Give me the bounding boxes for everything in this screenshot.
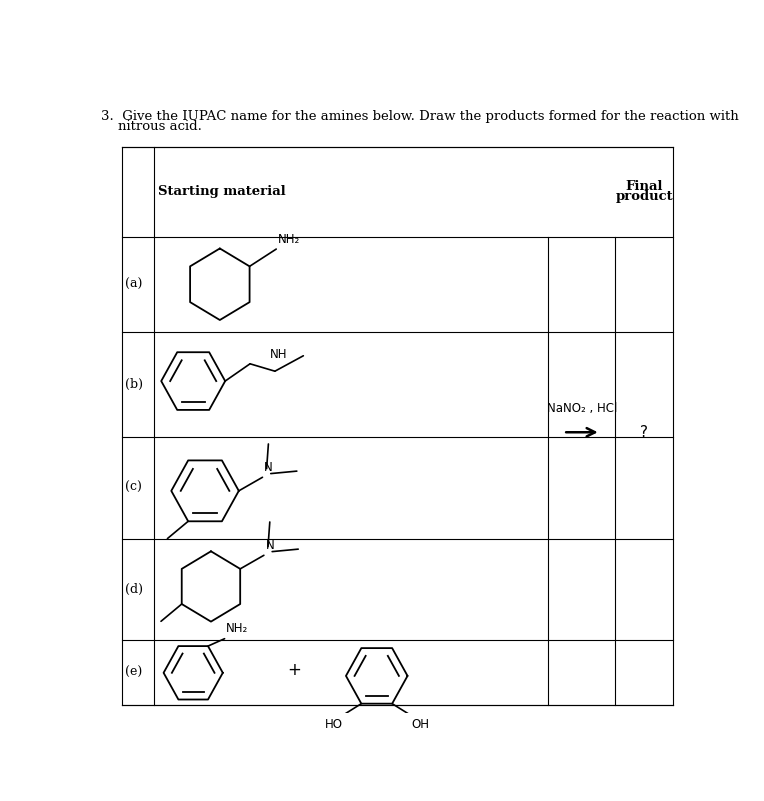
Text: (a): (a) (125, 278, 142, 291)
Text: (b): (b) (125, 377, 143, 391)
Text: NH: NH (270, 348, 288, 361)
Text: N: N (266, 538, 274, 552)
Text: (e): (e) (125, 666, 142, 679)
Text: HO: HO (325, 718, 342, 731)
Text: (c): (c) (125, 481, 142, 494)
Text: nitrous acid.: nitrous acid. (102, 119, 202, 132)
Text: ?: ? (640, 425, 648, 440)
Text: NaNO₂ , HCl: NaNO₂ , HCl (547, 402, 617, 415)
Text: NH₂: NH₂ (226, 622, 248, 635)
Text: product: product (615, 190, 673, 203)
Text: Starting material: Starting material (158, 185, 286, 198)
Text: +: + (287, 661, 301, 678)
Text: N: N (264, 461, 273, 473)
Text: (d): (d) (125, 583, 143, 596)
Text: NH₂: NH₂ (278, 233, 300, 246)
Text: Final: Final (625, 180, 663, 193)
Text: 3.  Give the IUPAC name for the amines below. Draw the products formed for the r: 3. Give the IUPAC name for the amines be… (102, 110, 740, 123)
Text: OH: OH (411, 718, 429, 731)
